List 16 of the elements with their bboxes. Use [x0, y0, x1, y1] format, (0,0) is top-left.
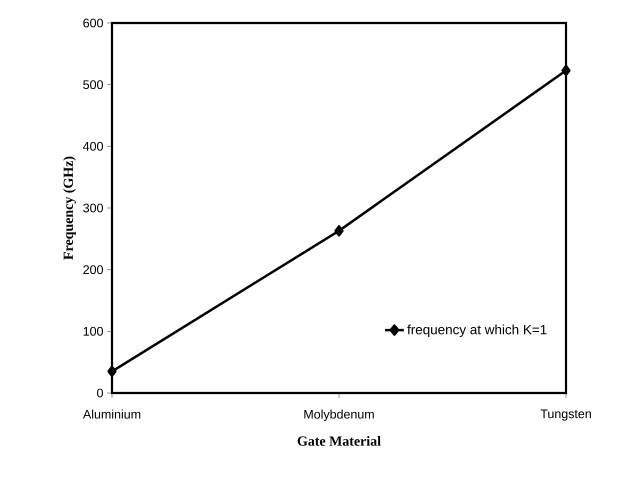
- y-tick-label: 0: [97, 388, 103, 398]
- y-tick-label: 200: [83, 265, 103, 274]
- point: [334, 225, 344, 237]
- x-tick-label: Aluminium: [82, 410, 140, 419]
- y-tick-label: 100: [84, 326, 103, 336]
- y-tick-label: 500: [83, 80, 103, 90]
- x-tick-label: Molybdenum: [304, 410, 374, 422]
- legend-label: frequency at which K=1: [407, 324, 547, 338]
- y-axis-title: Frequency (GHz): [63, 156, 76, 260]
- point: [107, 366, 117, 378]
- x-tick-label: Tungsten: [540, 410, 591, 421]
- x-axis-title: Gate Material: [298, 436, 381, 446]
- y-tick-label: 300: [83, 204, 103, 212]
- point: [561, 64, 571, 76]
- y-tick-label: 400: [82, 142, 103, 151]
- y-tick-label: 600: [83, 18, 103, 28]
